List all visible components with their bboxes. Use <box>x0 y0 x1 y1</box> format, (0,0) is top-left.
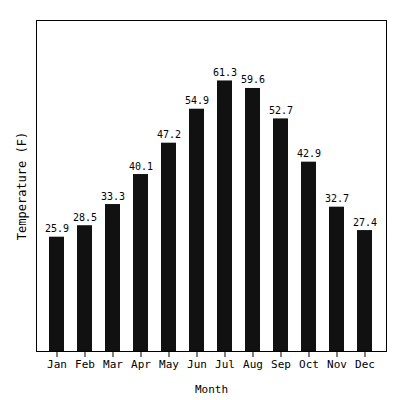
svg-text:Sep: Sep <box>271 358 291 371</box>
svg-text:52.7: 52.7 <box>269 105 293 116</box>
svg-text:42.9: 42.9 <box>297 148 321 159</box>
svg-text:28.5: 28.5 <box>73 212 97 223</box>
svg-text:Jun: Jun <box>187 358 207 371</box>
svg-text:Apr: Apr <box>131 358 151 371</box>
svg-text:61.3: 61.3 <box>213 67 237 78</box>
svg-text:Dec: Dec <box>355 358 375 371</box>
svg-text:Jan: Jan <box>47 358 67 371</box>
svg-text:54.9: 54.9 <box>185 95 209 106</box>
svg-text:Nov: Nov <box>327 358 347 371</box>
svg-text:Aug: Aug <box>243 358 263 371</box>
svg-text:Mar: Mar <box>103 358 123 371</box>
svg-text:25.9: 25.9 <box>45 223 69 234</box>
svg-text:Feb: Feb <box>75 358 95 371</box>
svg-text:40.1: 40.1 <box>129 161 153 172</box>
svg-text:Oct: Oct <box>299 358 319 371</box>
svg-text:32.7: 32.7 <box>325 193 349 204</box>
svg-text:27.4: 27.4 <box>353 217 377 228</box>
svg-text:May: May <box>159 358 179 371</box>
svg-text:Temperature (F): Temperature (F) <box>15 132 29 240</box>
svg-text:Month: Month <box>195 383 228 396</box>
svg-text:47.2: 47.2 <box>157 129 181 140</box>
svg-text:Jul: Jul <box>215 358 235 371</box>
svg-text:59.6: 59.6 <box>241 74 265 85</box>
svg-text:33.3: 33.3 <box>101 191 125 202</box>
